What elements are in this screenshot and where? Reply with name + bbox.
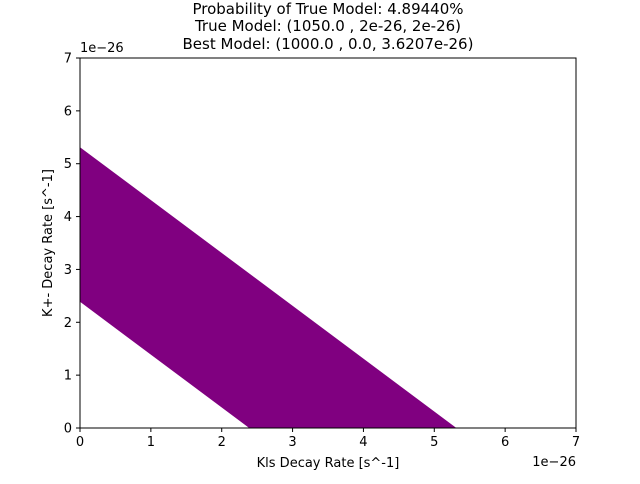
y-tick-label: 3 <box>64 263 72 278</box>
axes-frame <box>79 57 577 429</box>
x-offset-label: 1e−26 <box>532 455 576 470</box>
x-tick-label: 4 <box>359 435 367 450</box>
y-axis: 0 1 2 3 4 5 6 7 <box>64 52 80 437</box>
x-axis-label: Kls Decay Rate [s^-1] <box>257 456 400 471</box>
x-axis: 0 1 2 3 4 5 6 7 <box>76 428 580 450</box>
title-line-best-model: Best Model: (1000.0 , 0.0, 3.6207e-26) <box>183 35 474 53</box>
y-tick-label: 7 <box>64 52 72 67</box>
plot-area <box>79 57 577 429</box>
y-tick-label: 6 <box>64 104 72 119</box>
y-tick-label: 1 <box>64 369 72 384</box>
y-tick-label: 2 <box>64 316 72 331</box>
x-tick-label: 3 <box>288 435 296 450</box>
x-tick-label: 0 <box>76 435 84 450</box>
title-line-true-model: True Model: (1050.0 , 2e-26, 2e-26) <box>194 17 461 35</box>
y-offset-label: 1e−26 <box>80 41 124 56</box>
x-tick-label: 6 <box>501 435 509 450</box>
y-tick-label: 0 <box>64 422 72 437</box>
chart-title: Probability of True Model: 4.89440% True… <box>183 0 474 53</box>
title-line-probability: Probability of True Model: 4.89440% <box>192 0 463 18</box>
x-tick-label: 1 <box>147 435 155 450</box>
x-tick-label: 2 <box>218 435 226 450</box>
y-axis-label: K+- Decay Rate [s^-1] <box>41 169 56 317</box>
x-tick-label: 7 <box>572 435 580 450</box>
x-tick-label: 5 <box>430 435 438 450</box>
y-tick-label: 5 <box>64 157 72 172</box>
y-tick-label: 4 <box>64 210 72 225</box>
